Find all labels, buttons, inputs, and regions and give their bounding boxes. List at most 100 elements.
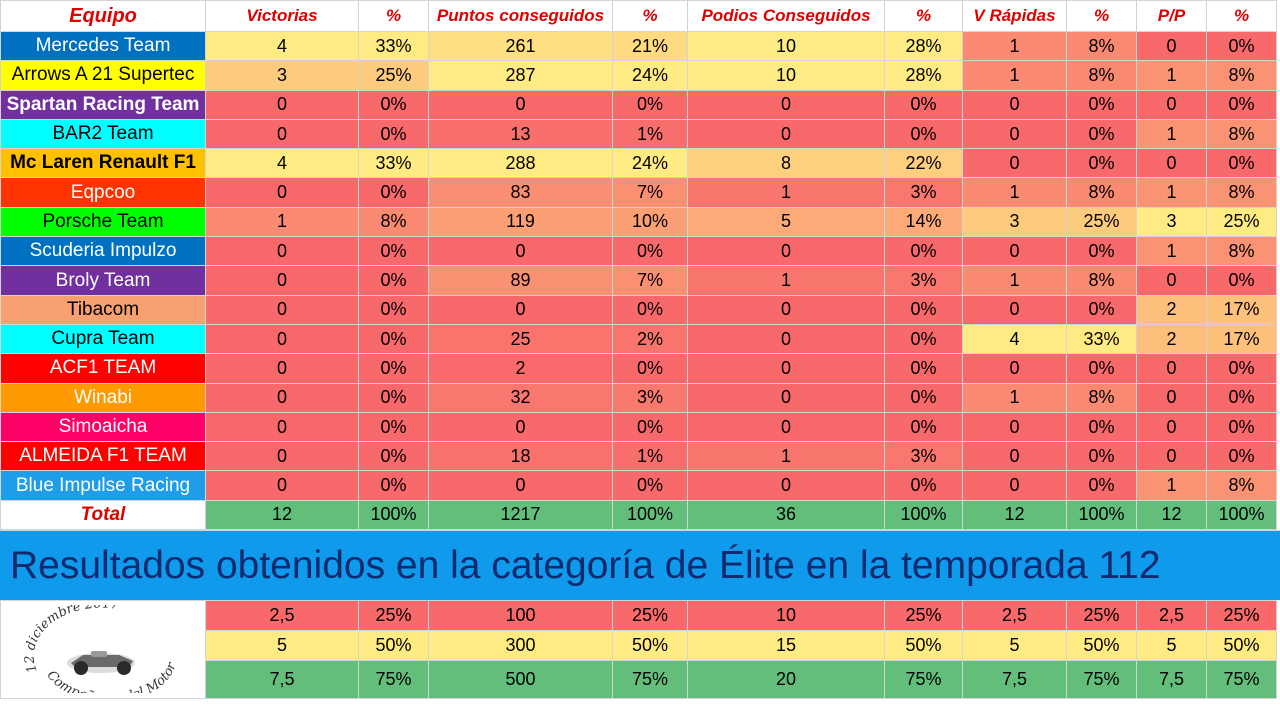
team-name-cell: ACF1 TEAM	[0, 353, 206, 384]
legend-row: 7,5 75% 500 75% 20 75% 7,5 75% 7,5 75%	[1, 660, 1277, 700]
cell-podios-pct: 0%	[884, 294, 963, 325]
cell-v-rapidas: 3	[962, 206, 1067, 238]
cell-v-rapidas: 0	[962, 470, 1067, 501]
cell-puntos: 288	[428, 148, 613, 179]
cell-pp: 1	[1136, 118, 1207, 150]
team-row: BAR2 Team 0 0% 13 1% 0 0% 0 0% 1 8%	[0, 118, 1277, 150]
cell-puntos: 0	[428, 89, 613, 120]
cell-puntos: 32	[428, 382, 613, 413]
total-v-rapidas-pct: 100%	[1066, 499, 1137, 531]
cell-podios: 0	[687, 236, 885, 267]
cell-v-rapidas: 1	[962, 30, 1067, 62]
header-victorias-pct: %	[358, 0, 429, 32]
cell-v-rapidas: 0	[962, 118, 1067, 150]
cell-podios-pct: 0%	[884, 118, 963, 150]
cell-victorias-pct: 0%	[358, 353, 429, 384]
cell-pp: 0	[1136, 89, 1207, 120]
cell-puntos-pct: 0%	[612, 411, 688, 443]
legend-pp: 7,5	[1136, 660, 1207, 700]
cell-puntos: 25	[428, 323, 613, 355]
team-name-cell: ALMEIDA F1 TEAM	[0, 441, 206, 472]
cell-puntos: 0	[428, 236, 613, 267]
header-pp: P/P	[1136, 0, 1207, 32]
legend-victorias: 5	[205, 630, 359, 662]
cell-victorias-pct: 0%	[358, 177, 429, 208]
cell-pp: 0	[1136, 411, 1207, 443]
legend-podios-pct: 75%	[884, 660, 963, 700]
legend-victorias: 2,5	[205, 600, 359, 632]
cell-v-rapidas: 0	[962, 411, 1067, 443]
legend-pp-pct: 25%	[1206, 600, 1277, 632]
cell-podios-pct: 28%	[884, 30, 963, 62]
cell-puntos: 0	[428, 411, 613, 443]
legend-puntos: 100	[428, 600, 613, 632]
cell-podios-pct: 0%	[884, 323, 963, 355]
legend-row: 12 diciembre 2017Compañeros del Motor 2,5…	[0, 600, 1277, 700]
cell-pp: 0	[1136, 265, 1207, 296]
header-podios: Podios Conseguidos	[687, 0, 885, 32]
legend-victorias-pct: 25%	[358, 600, 429, 632]
cell-victorias-pct: 0%	[358, 265, 429, 296]
header-victorias: Victorias	[205, 0, 359, 32]
team-row: Blue Impulse Racing 0 0% 0 0% 0 0% 0 0% 1 8%	[0, 470, 1277, 501]
cell-v-rapidas-pct: 0%	[1066, 294, 1137, 325]
cell-podios-pct: 0%	[884, 470, 963, 501]
cell-podios-pct: 0%	[884, 411, 963, 443]
cell-v-rapidas: 1	[962, 265, 1067, 296]
cell-puntos-pct: 0%	[612, 470, 688, 501]
header-v-rapidas: V Rápidas	[962, 0, 1067, 32]
cell-puntos-pct: 1%	[612, 441, 688, 472]
cell-podios: 0	[687, 353, 885, 384]
cell-victorias: 0	[205, 265, 359, 296]
cell-podios-pct: 3%	[884, 177, 963, 208]
team-row: Mc Laren Renault F1 4 33% 288 24% 8 22% 0 0% 0 0%	[0, 148, 1277, 179]
cell-v-rapidas-pct: 0%	[1066, 470, 1137, 501]
total-victorias: 12	[205, 499, 359, 531]
cell-pp-pct: 0%	[1206, 89, 1277, 120]
cell-podios: 1	[687, 265, 885, 296]
team-row: Arrows A 21 Supertec 3 25% 287 24% 10 28% 1 8% 1 8…	[0, 60, 1277, 91]
legend-pp: 5	[1136, 630, 1207, 662]
cell-v-rapidas-pct: 0%	[1066, 148, 1137, 179]
legend-row: 5 50% 300 50% 15 50% 5 50% 5 50%	[1, 630, 1277, 662]
cell-v-rapidas: 1	[962, 60, 1067, 91]
cell-pp-pct: 8%	[1206, 470, 1277, 501]
cell-pp: 0	[1136, 382, 1207, 413]
header-puntos-pct: %	[612, 0, 688, 32]
team-row: Cupra Team 0 0% 25 2% 0 0% 4 33% 2 17%	[0, 323, 1277, 355]
legend-puntos: 500	[428, 660, 613, 700]
cell-puntos-pct: 21%	[612, 30, 688, 62]
cell-puntos: 18	[428, 441, 613, 472]
legend-puntos-pct: 75%	[612, 660, 688, 700]
team-row: ACF1 TEAM 0 0% 2 0% 0 0% 0 0% 0 0%	[0, 353, 1277, 384]
cell-v-rapidas-pct: 0%	[1066, 118, 1137, 150]
cell-puntos-pct: 24%	[612, 148, 688, 179]
cell-victorias: 0	[205, 89, 359, 120]
cell-puntos-pct: 2%	[612, 323, 688, 355]
cell-victorias: 0	[205, 382, 359, 413]
race-car-icon: 12 diciembre 2017Compañeros del Motor	[21, 602, 181, 698]
cell-pp-pct: 0%	[1206, 265, 1277, 296]
cell-victorias: 1	[205, 206, 359, 238]
color-scale-legend: 12 diciembre 2017Compañeros del Motor 2,5…	[0, 600, 1277, 700]
team-row: Eqpcoo 0 0% 83 7% 1 3% 1 8% 1 8%	[0, 177, 1277, 208]
cell-puntos-pct: 10%	[612, 206, 688, 238]
cell-podios: 0	[687, 470, 885, 501]
cell-victorias-pct: 33%	[358, 30, 429, 62]
cell-podios-pct: 22%	[884, 148, 963, 179]
legend-pp-pct: 75%	[1206, 660, 1277, 700]
team-row: Broly Team 0 0% 89 7% 1 3% 1 8% 0 0%	[0, 265, 1277, 296]
cell-pp-pct: 0%	[1206, 411, 1277, 443]
team-name-cell: Simoaicha	[0, 411, 206, 443]
team-name-cell: Eqpcoo	[0, 177, 206, 208]
cell-victorias-pct: 0%	[358, 236, 429, 267]
legend-victorias: 7,5	[205, 660, 359, 700]
cell-pp-pct: 8%	[1206, 236, 1277, 267]
cell-podios-pct: 0%	[884, 236, 963, 267]
season-banner: Resultados obtenidos en la categoría de …	[0, 530, 1280, 601]
total-podios: 36	[687, 499, 885, 531]
cell-pp: 2	[1136, 323, 1207, 355]
cell-v-rapidas: 0	[962, 89, 1067, 120]
cell-podios: 10	[687, 60, 885, 91]
cell-victorias-pct: 8%	[358, 206, 429, 238]
